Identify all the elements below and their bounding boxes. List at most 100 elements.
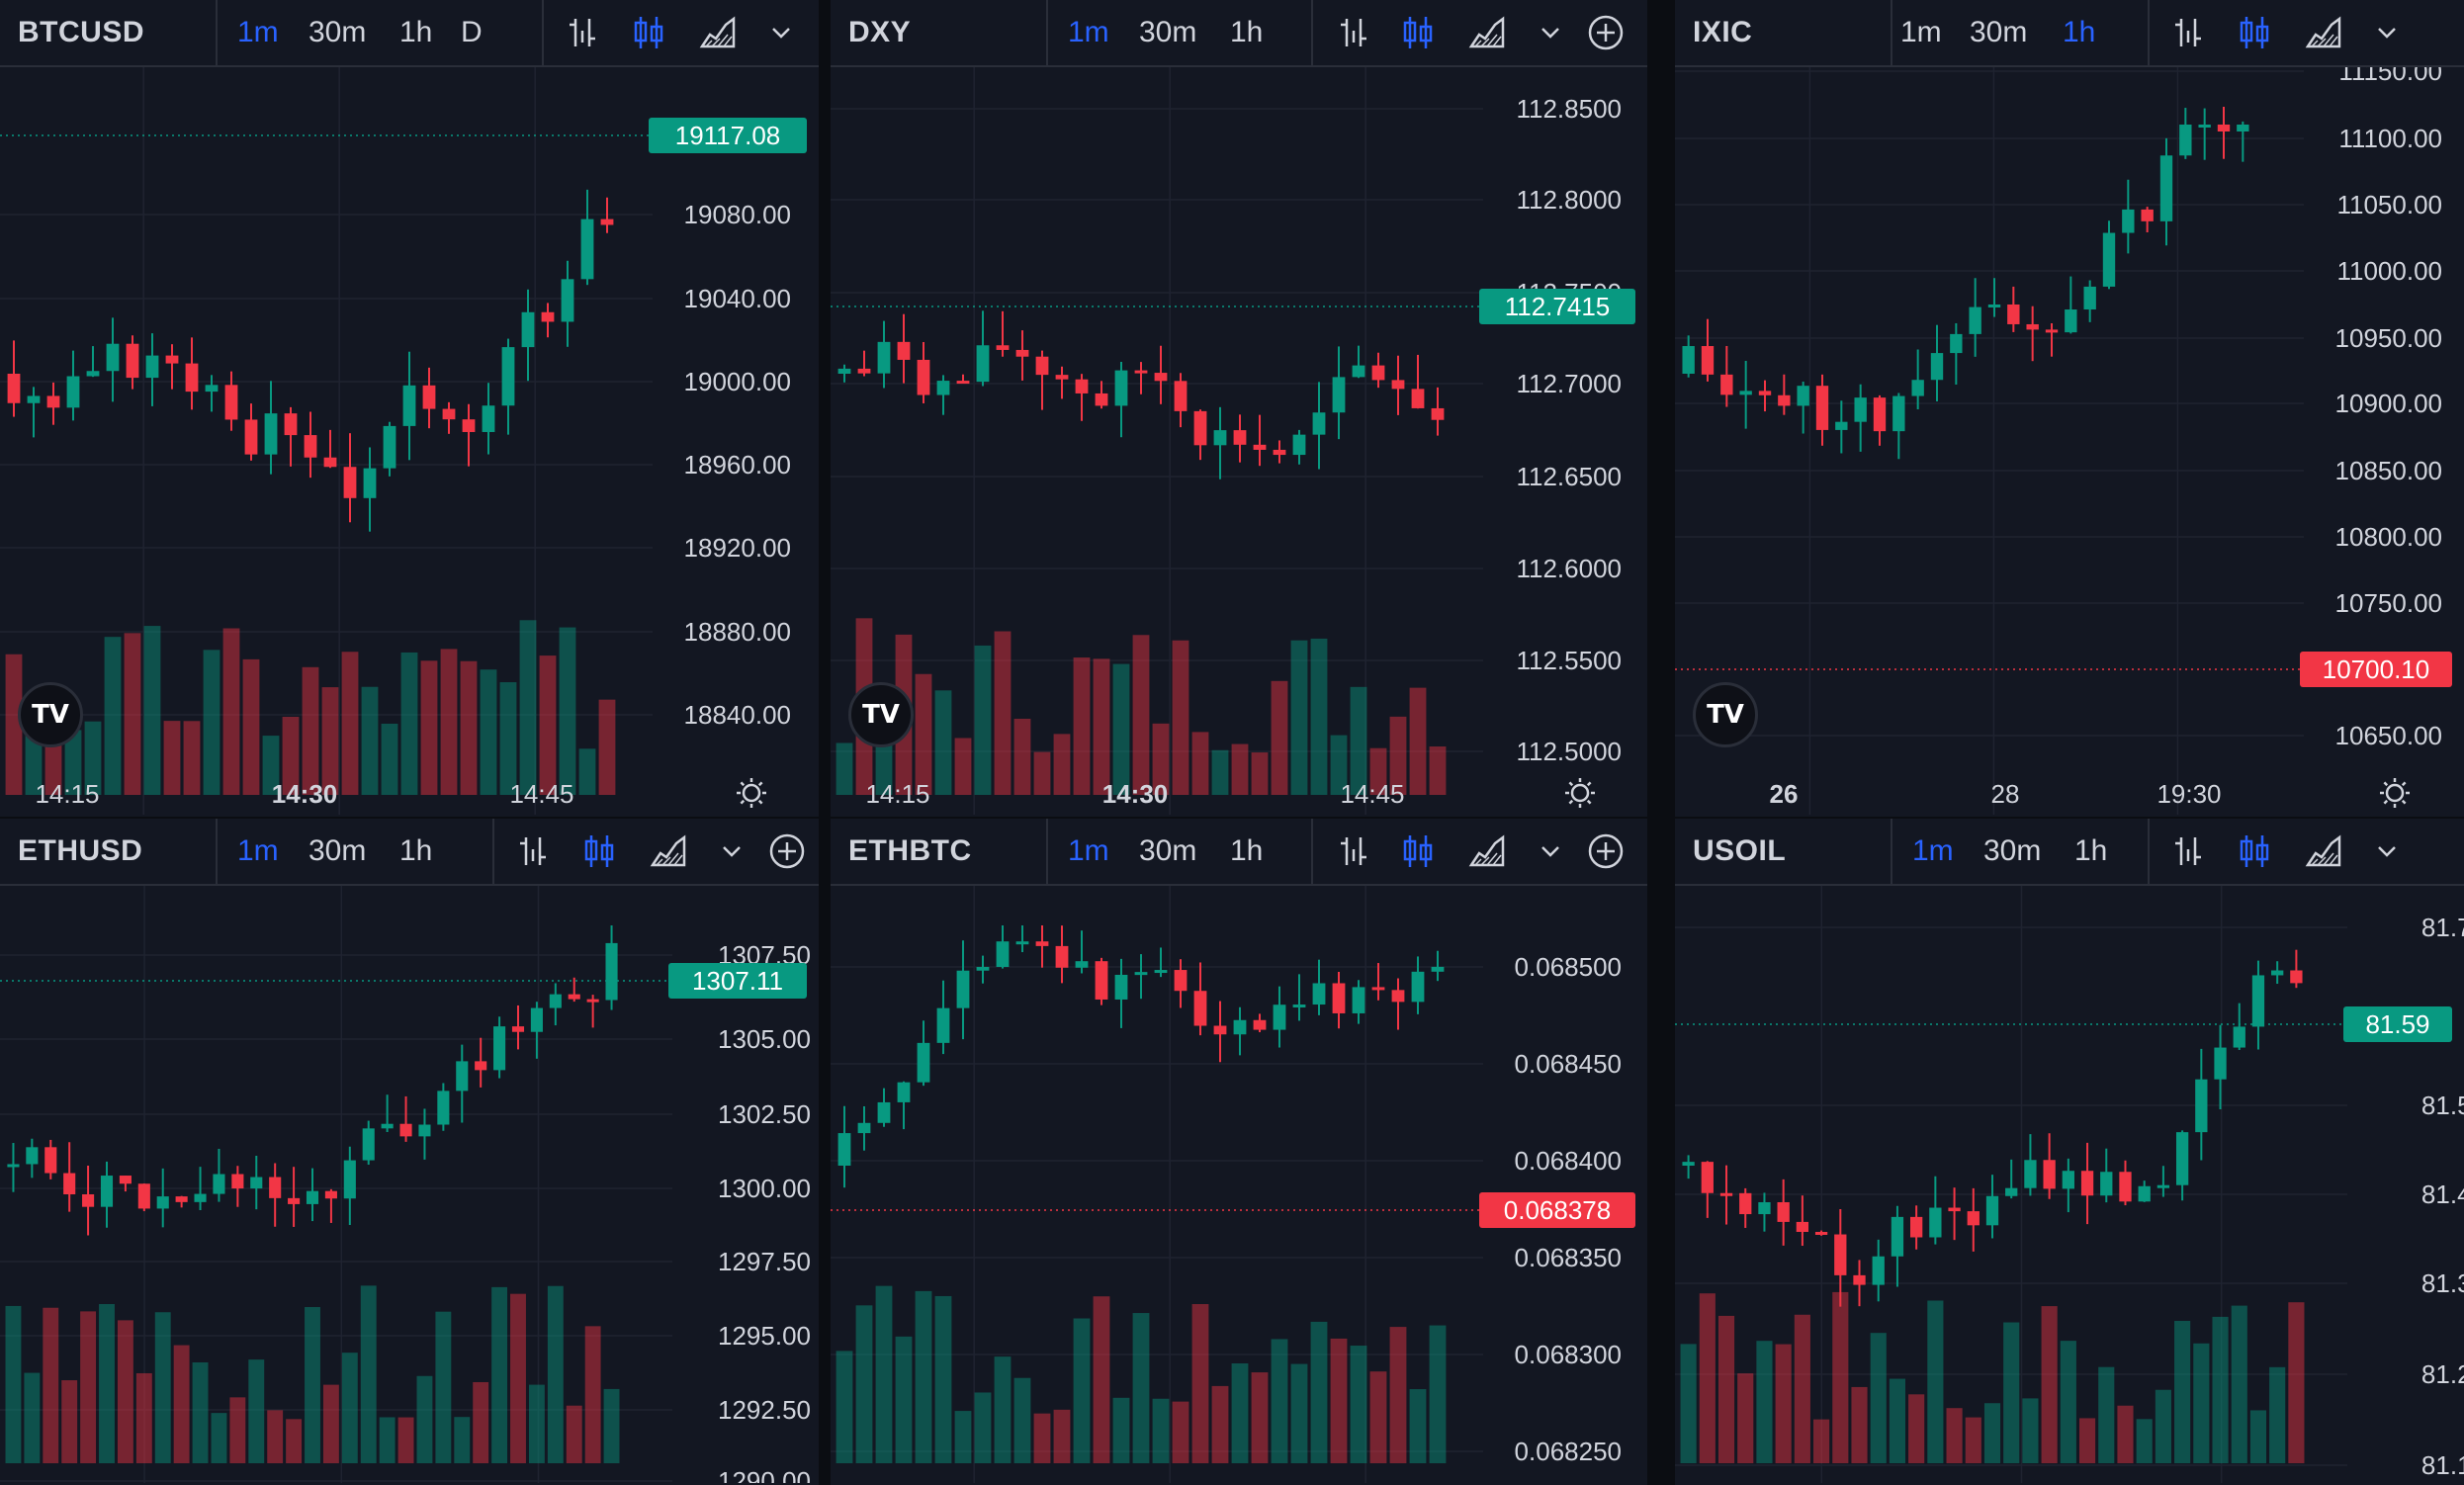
candle-body [996, 941, 1010, 968]
candles-icon[interactable] [2235, 13, 2274, 52]
chart-toolbar: ETHUSD 1m 30m 1h [0, 819, 819, 886]
bar-style-icon[interactable] [2169, 13, 2209, 52]
tradingview-logo-icon[interactable]: TV [848, 682, 914, 747]
candle-body [1352, 987, 1365, 1013]
candle-body [2195, 1079, 2208, 1133]
volume-bar [1927, 1300, 1944, 1463]
chart-panel-ethusd[interactable]: ETHUSD 1m 30m 1h 1307.50 1305.00 1302.50 1300.0… [0, 819, 819, 1485]
chevron-down-icon[interactable] [712, 831, 751, 871]
candle-body [568, 994, 580, 1000]
area-style-icon[interactable] [2304, 13, 2343, 52]
symbol-name[interactable]: ETHBTC [848, 834, 972, 867]
candle-body [2100, 1172, 2113, 1196]
chart-panel-ixic[interactable]: IXIC 1m 30m 1h 11150.00 11100.00 11050.00 11000… [1675, 0, 2464, 817]
chevron-down-icon[interactable] [761, 13, 801, 52]
candles-icon[interactable] [579, 831, 619, 871]
chart-panel-usoil[interactable]: USOIL1m30m1h81.7081.5081.4081.3081.2081.… [1675, 819, 2464, 1485]
volume-bar [547, 1285, 564, 1463]
time-axis-label: 14:15 [865, 779, 929, 809]
candles-icon[interactable] [629, 13, 668, 52]
tradingview-logo-icon[interactable]: TV [18, 682, 83, 747]
candle-body [1985, 1195, 1999, 1226]
symbol-name[interactable]: DXY [848, 16, 912, 48]
chevron-down-icon[interactable] [1531, 13, 1570, 52]
chevron-down-icon[interactable] [2367, 13, 2407, 52]
symbol-name[interactable]: BTCUSD [18, 16, 144, 48]
candle-body [511, 1026, 525, 1032]
volume-bar [519, 620, 537, 795]
bar-style-icon[interactable] [564, 13, 603, 52]
chevron-down-icon[interactable] [1531, 831, 1570, 871]
price-axis-label: 1297.50 [718, 1247, 811, 1276]
timeframe-30m[interactable]: 30m [1983, 834, 2042, 867]
candles-icon[interactable] [1398, 831, 1438, 871]
timeframe-1h[interactable]: 1h [399, 834, 433, 867]
settings-gear-icon[interactable] [732, 773, 771, 813]
timeframe-1m[interactable]: 1m [237, 16, 279, 48]
volume-bar [2269, 1366, 2286, 1463]
area-style-icon[interactable] [1467, 13, 1507, 52]
timeframe-30m[interactable]: 30m [308, 834, 367, 867]
symbol-name[interactable]: USOIL [1693, 834, 1787, 867]
timeframe-D[interactable]: D [461, 16, 483, 48]
settings-gear-icon[interactable] [1560, 773, 1600, 813]
timeframe-1m[interactable]: 1m [1900, 16, 1942, 48]
bar-style-icon[interactable] [514, 831, 554, 871]
volume-bar [143, 626, 161, 795]
candle-body [119, 1176, 132, 1184]
timeframe-30m[interactable]: 30m [1970, 16, 2028, 48]
timeframe-1m[interactable]: 1m [237, 834, 279, 867]
chart-panel-btcusd[interactable]: BTCUSD 1m 30m 1h D 19080.00 19040.00 19000.00 18… [0, 0, 819, 817]
symbol-name[interactable]: IXIC [1693, 16, 1753, 48]
volume-bar [1073, 1318, 1091, 1463]
timeframe-1h[interactable]: 1h [399, 16, 433, 48]
symbol-name[interactable]: ETHUSD [18, 834, 143, 867]
timeframe-1m[interactable]: 1m [1068, 834, 1109, 867]
timeframe-30m[interactable]: 30m [308, 16, 367, 48]
add-chart-icon[interactable] [1586, 831, 1626, 871]
settings-gear-icon[interactable] [2375, 773, 2415, 813]
timeframe-1h[interactable]: 1h [1230, 834, 1264, 867]
candle-body [2214, 1047, 2227, 1080]
timeframe-1m[interactable]: 1m [1912, 834, 1954, 867]
timeframe-1h[interactable]: 1h [2074, 834, 2108, 867]
timeframe-1h[interactable]: 1h [2063, 16, 2096, 48]
chevron-down-icon[interactable] [2367, 831, 2407, 871]
volume-bar [1756, 1341, 1773, 1463]
add-chart-icon[interactable] [767, 831, 807, 871]
chart-panel-dxy[interactable]: DXY1m30m1h112.8500112.8000112.7500112.70… [831, 0, 1647, 817]
candles-icon[interactable] [2235, 831, 2274, 871]
volume-bar [2022, 1398, 2039, 1463]
candle-body [1834, 1234, 1847, 1275]
price-axis-label: 18840.00 [684, 700, 791, 730]
volume-bar [1013, 718, 1031, 795]
bar-style-icon[interactable] [1335, 831, 1374, 871]
timeframe-30m[interactable]: 30m [1139, 16, 1197, 48]
area-style-icon[interactable] [2304, 831, 2343, 871]
candle-body [1930, 353, 1944, 381]
price-axis-label: 0.068350 [1515, 1243, 1622, 1272]
price-axis-label: 19080.00 [684, 200, 791, 229]
timeframe-1m[interactable]: 1m [1068, 16, 1109, 48]
candle-body [1892, 395, 1905, 432]
volume-bar [1112, 663, 1130, 795]
volume-bar [934, 1295, 952, 1463]
bar-style-icon[interactable] [1335, 13, 1374, 52]
tradingview-logo-icon[interactable]: TV [1693, 682, 1758, 747]
chart-panel-ethbtc[interactable]: ETHBTC 1m 30m 1h 0.068500 0.068450 0.068400 0.0… [831, 819, 1647, 1485]
candle-body [1055, 945, 1069, 968]
add-chart-icon[interactable] [1586, 13, 1626, 52]
timeframe-1h[interactable]: 1h [1230, 16, 1264, 48]
candle-body [1174, 970, 1188, 992]
area-style-icon[interactable] [649, 831, 688, 871]
candle-body [917, 359, 930, 395]
bar-style-icon[interactable] [2169, 831, 2209, 871]
area-style-icon[interactable] [1467, 831, 1507, 871]
candle-body [304, 435, 317, 458]
candle-body [126, 343, 139, 379]
area-style-icon[interactable] [698, 13, 738, 52]
candles-icon[interactable] [1398, 13, 1438, 52]
current-price-label: 10700.10 [2300, 652, 2452, 687]
candle-body [586, 999, 599, 1003]
timeframe-30m[interactable]: 30m [1139, 834, 1197, 867]
